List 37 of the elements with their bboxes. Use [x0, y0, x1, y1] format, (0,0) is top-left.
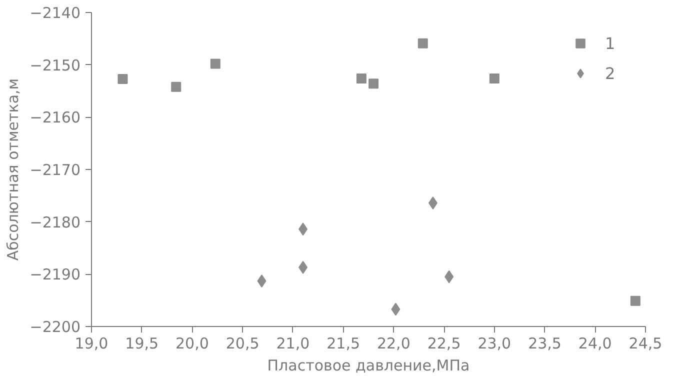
y-tick-label: −2170 [30, 161, 81, 179]
point [428, 196, 438, 210]
x-tick-label: 20,5 [226, 334, 260, 352]
y-tick-label: −2140 [30, 4, 81, 22]
x-tick-label: 22,0 [376, 334, 410, 352]
y-tick-label: −2160 [30, 108, 81, 127]
y-tick-label: −2180 [30, 213, 81, 232]
point [298, 222, 308, 236]
point [368, 78, 379, 89]
legend-label: 2 [605, 64, 616, 82]
legend-label: 1 [605, 34, 616, 52]
point [298, 260, 308, 274]
y-tick-label: −2190 [30, 266, 81, 284]
x-tick-label: 23,0 [478, 334, 512, 352]
point [489, 73, 500, 84]
point [257, 274, 266, 288]
point [418, 38, 428, 48]
x-tick-label: 20,0 [176, 334, 209, 352]
x-tick-label: 22,5 [427, 334, 461, 352]
point [210, 58, 220, 69]
y-tick-label: −2200 [30, 318, 81, 336]
x-tick-label: 24,5 [628, 334, 662, 352]
x-tick-label: 21,5 [326, 334, 360, 352]
x-axis-title: Пластовое давление,МПа [267, 356, 470, 374]
point [171, 82, 182, 92]
x-tick-label: 21,0 [276, 334, 310, 352]
point [356, 73, 366, 84]
x-tick-label: 24,0 [578, 334, 612, 352]
point [444, 270, 454, 284]
y-axis-title: Абсолютная отметка,м [4, 78, 22, 261]
x-tick-label: 19,5 [125, 334, 159, 352]
point [630, 296, 640, 306]
x-tick-label: 23,5 [528, 334, 562, 352]
point [391, 302, 400, 316]
point [118, 74, 128, 84]
x-tick-label: 19,0 [74, 334, 108, 352]
y-tick-label: −2150 [30, 56, 81, 74]
